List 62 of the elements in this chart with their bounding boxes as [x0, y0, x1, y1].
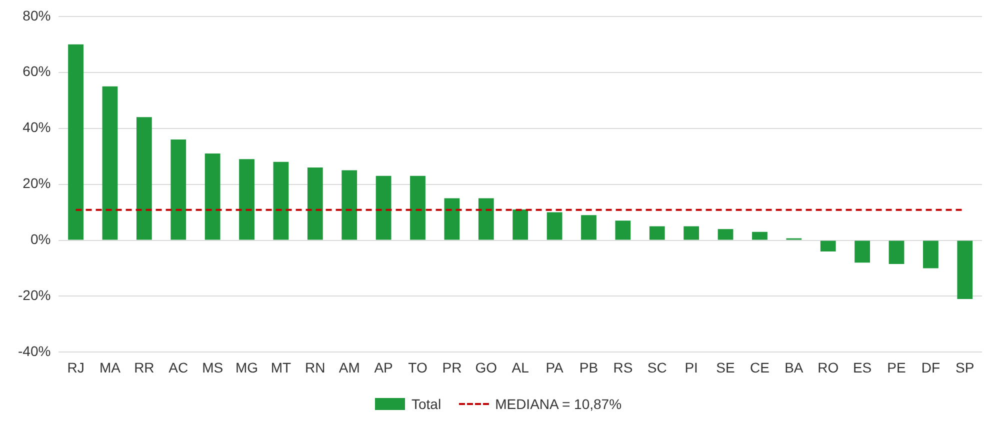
x-tick-label: AM	[338, 359, 360, 376]
bar	[342, 170, 358, 240]
x-tick-label: TO	[408, 359, 428, 376]
x-tick-label: PE	[887, 359, 906, 376]
x-tick-label: PB	[579, 359, 598, 376]
x-tick-label: MT	[270, 359, 292, 376]
x-tick-label: CE	[750, 359, 770, 376]
bar	[444, 198, 460, 240]
x-tick-label: MA	[99, 359, 122, 376]
x-tick-label: RN	[305, 359, 326, 376]
x-tick-label: RR	[134, 359, 154, 376]
y-tick-label: 80%	[22, 7, 51, 24]
y-tick-label: 20%	[22, 175, 51, 192]
bar	[410, 176, 426, 240]
x-tick-label: GO	[475, 359, 498, 376]
bar	[136, 117, 152, 240]
bar	[512, 209, 528, 240]
x-tick-label: BA	[784, 359, 804, 376]
x-tick-label: SE	[716, 359, 735, 376]
bar	[239, 159, 254, 240]
x-tick-label: MS	[202, 359, 224, 376]
x-tick-label: RO	[818, 359, 839, 376]
y-tick-label: 0%	[30, 231, 51, 248]
y-tick-label: -40%	[18, 343, 51, 360]
y-tick-label: -20%	[18, 287, 51, 304]
bar	[684, 226, 700, 240]
x-tick-label: AP	[374, 359, 393, 376]
legend-label: Total	[411, 396, 442, 412]
bar	[752, 232, 768, 240]
bar	[204, 154, 220, 240]
x-tick-label: RS	[613, 359, 633, 376]
bar	[820, 240, 836, 252]
bar	[649, 226, 665, 240]
x-tick-label: DF	[921, 359, 940, 376]
y-tick-label: 60%	[22, 63, 51, 80]
legend-label: MEDIANA = 10,87%	[495, 396, 622, 412]
x-tick-label: AL	[512, 359, 530, 376]
bar	[102, 86, 118, 240]
x-tick-label: MG	[235, 359, 258, 376]
bar	[478, 198, 494, 240]
bar	[615, 220, 631, 240]
bar	[170, 140, 186, 240]
x-tick-label: PA	[546, 359, 564, 376]
bar	[273, 162, 289, 240]
bar	[923, 240, 938, 268]
x-tick-label: SC	[647, 359, 667, 376]
y-tick-label: 40%	[22, 119, 51, 136]
x-tick-label: SP	[956, 359, 974, 376]
bar	[854, 240, 870, 263]
bar	[957, 240, 973, 300]
x-tick-label: ES	[852, 359, 872, 376]
x-tick-label: AC	[168, 359, 188, 376]
x-tick-label: PR	[442, 359, 462, 376]
bar	[546, 212, 562, 240]
x-tick-label: RJ	[67, 359, 84, 376]
x-tick-label: PI	[684, 359, 698, 376]
bar	[888, 240, 904, 264]
bar	[581, 215, 596, 240]
bar	[68, 44, 84, 240]
bar	[376, 176, 392, 240]
bar	[718, 229, 734, 240]
bar	[307, 168, 323, 240]
